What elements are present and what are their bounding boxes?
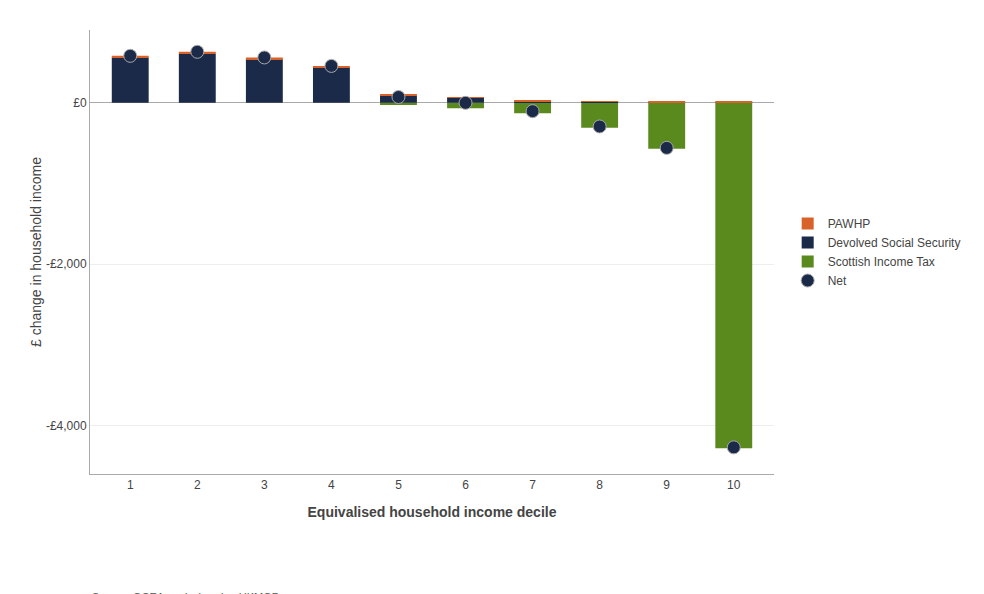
svg-text:Devolved Social Security: Devolved Social Security	[828, 236, 961, 250]
svg-text:7: 7	[529, 478, 536, 492]
svg-text:10: 10	[727, 478, 741, 492]
svg-text:Equivalised household income d: Equivalised household income decile	[308, 504, 557, 520]
svg-text:4: 4	[328, 478, 335, 492]
svg-text:Net: Net	[828, 274, 847, 288]
svg-text:-£2,000: -£2,000	[46, 257, 87, 271]
svg-text:1: 1	[127, 478, 134, 492]
svg-text:Scottish Income Tax: Scottish Income Tax	[828, 255, 935, 269]
svg-text:3: 3	[261, 478, 268, 492]
svg-text:9: 9	[663, 478, 670, 492]
svg-text:PAWHP: PAWHP	[828, 217, 871, 231]
svg-text:£0: £0	[73, 96, 87, 110]
svg-text:5: 5	[395, 478, 402, 492]
svg-text:2: 2	[194, 478, 201, 492]
svg-text:£ change in household income: £ change in household income	[28, 157, 44, 347]
svg-text:Source: OCEA analysis using UK: Source: OCEA analysis using UKMOD	[92, 591, 280, 594]
svg-text:8: 8	[596, 478, 603, 492]
svg-text:6: 6	[462, 478, 469, 492]
svg-text:-£4,000: -£4,000	[46, 419, 87, 433]
